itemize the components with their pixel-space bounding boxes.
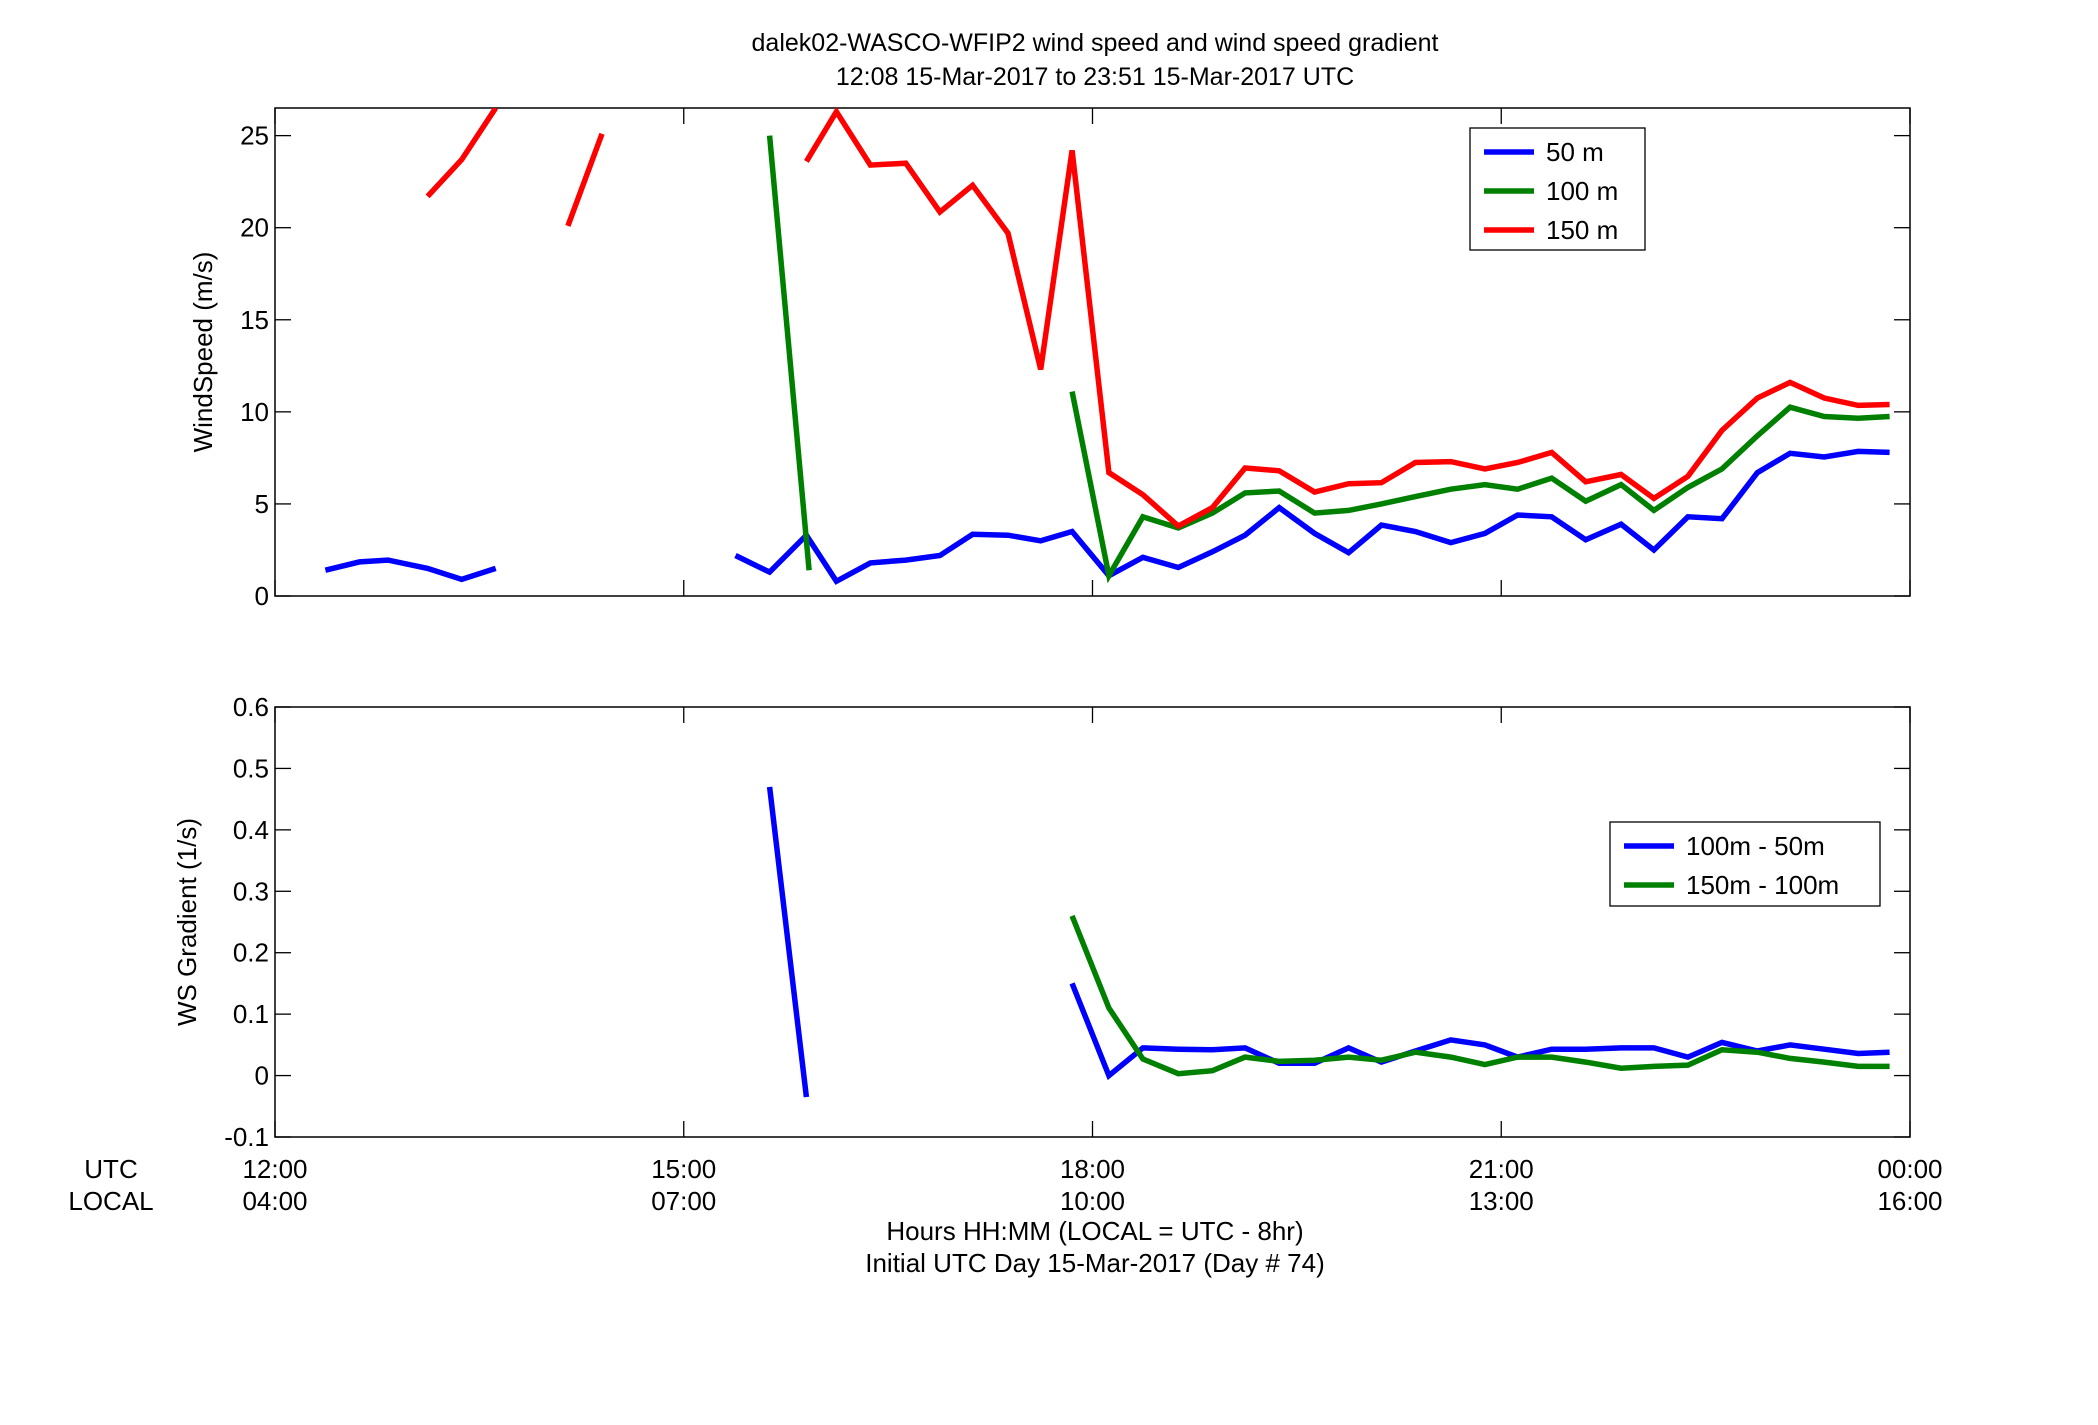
gradient-legend-label-150m-100m: 150m - 100m	[1686, 870, 1839, 900]
windspeed-legend-label-150-m: 150 m	[1546, 215, 1618, 245]
chart-title-line1: dalek02-WASCO-WFIP2 wind speed and wind …	[752, 29, 1439, 57]
x-axis-label-line1: Hours HH:MM (LOCAL = UTC - 8hr)	[886, 1216, 1303, 1246]
windspeed-ytick-label: 25	[240, 121, 269, 151]
windspeed-series-100-m	[766, 135, 1890, 584]
xtick-label-utc: 21:00	[1469, 1154, 1534, 1184]
gradient-ytick-label: 0.1	[233, 999, 269, 1029]
windspeed-ytick-label: 5	[255, 489, 269, 519]
windspeed-legend-label-50-m: 50 m	[1546, 137, 1604, 167]
gradient-ytick-label: 0.6	[233, 692, 269, 722]
x-axis-label-line2: Initial UTC Day 15-Mar-2017 (Day # 74)	[865, 1248, 1325, 1278]
xtick-label-local: 04:00	[242, 1186, 307, 1216]
gradient-ytick-label: 0.3	[233, 876, 269, 906]
windspeed-legend-label-100-m: 100 m	[1546, 176, 1618, 206]
xtick-label-utc: 00:00	[1877, 1154, 1942, 1184]
gradient-ytick-label: 0	[255, 1061, 269, 1091]
windspeed-ytick-label: 0	[255, 581, 269, 611]
gradient-axes-box	[274, 706, 1911, 1138]
gradient-ytick-label: 0.5	[233, 753, 269, 783]
windspeed-series-150-m	[425, 108, 1890, 530]
xtick-label-local: 10:00	[1060, 1186, 1125, 1216]
windspeed-ytick-label: 15	[240, 305, 269, 335]
windspeed-panel: 0 5 10 15 20 25 WindSpeed (m/s) 50 m 100 m 150 m	[188, 107, 1911, 611]
xtick-label-local: 16:00	[1877, 1186, 1942, 1216]
gradient-ytick-label: -0.1	[224, 1122, 269, 1152]
gradient-legend-box	[1609, 821, 1881, 907]
x-row-label-utc: UTC	[84, 1154, 137, 1184]
xtick-label-utc: 12:00	[242, 1154, 307, 1184]
gradient-ytick-label: 0.4	[233, 815, 269, 845]
windspeed-ytick-label: 10	[240, 397, 269, 427]
xtick-label-local: 07:00	[651, 1186, 716, 1216]
gradient-y-axis-label: WS Gradient (1/s)	[172, 818, 202, 1026]
chart-title-line2: 12:08 15-Mar-2017 to 23:51 15-Mar-2017 U…	[836, 63, 1354, 91]
x-row-label-local: LOCAL	[68, 1186, 153, 1216]
gradient-series-150m-100m	[1069, 914, 1890, 1077]
xtick-label-local: 13:00	[1469, 1186, 1534, 1216]
xtick-label-utc: 18:00	[1060, 1154, 1125, 1184]
windspeed-ytick-label: 20	[240, 213, 269, 243]
gradient-ytick-label: 0.2	[233, 938, 269, 968]
windspeed-y-axis-label: WindSpeed (m/s)	[188, 252, 218, 453]
xtick-label-utc: 15:00	[651, 1154, 716, 1184]
windspeed-series-50-m	[324, 448, 1890, 585]
gradient-legend-label-100m-50m: 100m - 50m	[1686, 831, 1825, 861]
